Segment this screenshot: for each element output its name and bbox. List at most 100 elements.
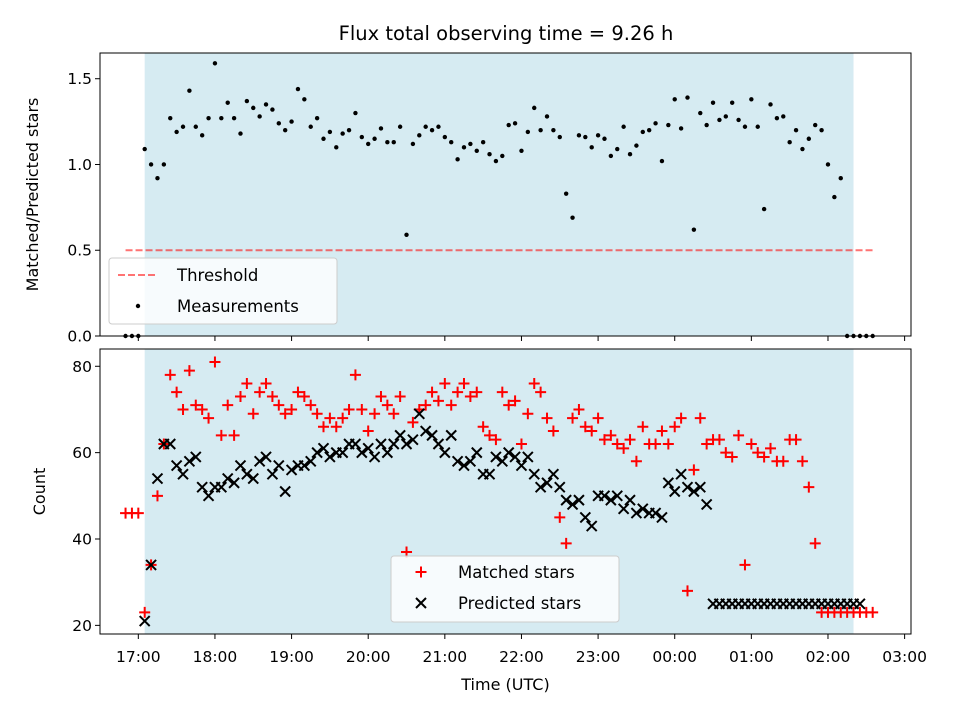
ratio-legend-box bbox=[108, 257, 338, 325]
matched-star-point bbox=[618, 442, 630, 454]
measurement-point bbox=[423, 124, 428, 129]
measurement-point bbox=[493, 158, 499, 164]
measurement-point bbox=[659, 158, 665, 164]
predicted-star-point bbox=[419, 425, 432, 437]
matched-star-point bbox=[554, 511, 566, 523]
matched-star-point bbox=[656, 425, 668, 437]
matched-star-point bbox=[803, 481, 815, 493]
matched-star-point bbox=[765, 442, 777, 454]
measurement-point bbox=[180, 124, 186, 129]
matched-star-point bbox=[739, 559, 751, 571]
predicted-star-point bbox=[273, 459, 285, 472]
predicted-star-point bbox=[349, 438, 362, 450]
x-tick-label: 03:00 bbox=[882, 648, 927, 666]
measurement-point bbox=[717, 117, 722, 123]
matched-star-point bbox=[758, 451, 770, 463]
measurement-point bbox=[672, 97, 677, 102]
x-tick-label: 23:00 bbox=[576, 648, 621, 666]
measurement-point bbox=[525, 129, 531, 135]
matched-star-point bbox=[311, 408, 323, 420]
predicted-star-point bbox=[547, 468, 560, 480]
count-y-axis-label: Count bbox=[30, 468, 49, 516]
measurement-point bbox=[538, 127, 543, 133]
ratio-y-tick-label: 0.5 bbox=[67, 242, 92, 260]
measurement-point bbox=[506, 122, 511, 128]
measurement-point bbox=[314, 115, 320, 121]
predicted-star-point bbox=[611, 490, 623, 502]
matched-star-point bbox=[745, 438, 757, 450]
measurement-point bbox=[366, 141, 371, 147]
predicted-star-point bbox=[700, 498, 713, 511]
matched-star-point bbox=[381, 399, 393, 411]
measurement-point bbox=[781, 114, 786, 119]
predicted-star-point bbox=[432, 438, 445, 450]
ratio-y-tick-label: 1.0 bbox=[67, 156, 92, 174]
x-tick-label: 20:00 bbox=[346, 648, 391, 666]
matched-star-point bbox=[254, 386, 266, 398]
matched-star-point bbox=[298, 391, 310, 402]
predicted-star-point bbox=[471, 446, 483, 459]
measurement-point bbox=[353, 110, 358, 116]
measurement-point bbox=[627, 151, 633, 157]
measurement-point bbox=[455, 157, 460, 162]
matched-star-point bbox=[681, 585, 693, 597]
measurement-point bbox=[532, 105, 537, 111]
measurement-point bbox=[449, 139, 454, 145]
predicted-star-point bbox=[285, 464, 298, 476]
predicted-star-point bbox=[241, 468, 253, 480]
matched-star-point bbox=[484, 429, 496, 441]
predicted-star-point bbox=[305, 455, 317, 467]
predicted-star-point bbox=[400, 438, 413, 450]
measurement-point bbox=[563, 191, 569, 196]
measurement-point bbox=[570, 215, 575, 220]
matched-star-point bbox=[164, 369, 176, 381]
measurement-point bbox=[168, 115, 173, 121]
predicted-star-point bbox=[534, 481, 547, 493]
predicted-star-point bbox=[190, 451, 202, 463]
predicted-star-point bbox=[624, 494, 636, 506]
count-legend: Matched stars Predicted stars bbox=[390, 555, 620, 623]
predicted-star-point bbox=[215, 481, 228, 493]
predicted-star-point bbox=[605, 494, 617, 506]
matched-star-point bbox=[503, 399, 515, 411]
measurement-point bbox=[155, 176, 160, 181]
predicted-star-point bbox=[228, 477, 240, 489]
matched-star-point bbox=[234, 391, 246, 402]
matched-star-point bbox=[720, 447, 732, 459]
matched-star-point bbox=[598, 434, 610, 446]
measurement-point bbox=[199, 133, 205, 138]
measurement-point bbox=[461, 145, 467, 150]
predicted-star-point bbox=[247, 472, 259, 485]
matched-star-point bbox=[630, 455, 642, 467]
predicted-star-point bbox=[541, 477, 553, 489]
predicted-star-point bbox=[356, 446, 368, 459]
predicted-star-point bbox=[496, 455, 509, 467]
matched-star-point bbox=[515, 438, 527, 450]
measurement-point bbox=[768, 102, 773, 107]
matched-star-point bbox=[222, 399, 234, 411]
matched-star-point bbox=[579, 421, 591, 433]
matched-star-point bbox=[305, 399, 317, 411]
predicted-star-point bbox=[566, 498, 579, 511]
measurement-point bbox=[244, 98, 250, 104]
legend-matched-swatch bbox=[415, 566, 427, 578]
predicted-star-point bbox=[669, 485, 681, 498]
matched-star-point bbox=[809, 537, 821, 549]
measurement-point bbox=[698, 110, 703, 116]
matched-star-point bbox=[337, 412, 349, 424]
measurement-point bbox=[251, 105, 256, 111]
measurement-point bbox=[685, 95, 690, 100]
measurement-point bbox=[321, 136, 326, 141]
predicted-star-point bbox=[253, 455, 266, 467]
predicted-star-point bbox=[324, 451, 336, 463]
predicted-star-point bbox=[694, 481, 706, 493]
count-panel-frame bbox=[99, 348, 912, 635]
predicted-star-point bbox=[502, 446, 515, 459]
predicted-star-point bbox=[407, 433, 419, 446]
matched-star-point bbox=[452, 386, 464, 398]
measurement-point bbox=[825, 162, 831, 167]
matched-star-point bbox=[318, 421, 330, 433]
measurement-point bbox=[391, 139, 396, 145]
measurement-point bbox=[359, 134, 365, 140]
ratio-y-axis-label: Matched/Predicted stars bbox=[23, 98, 42, 292]
